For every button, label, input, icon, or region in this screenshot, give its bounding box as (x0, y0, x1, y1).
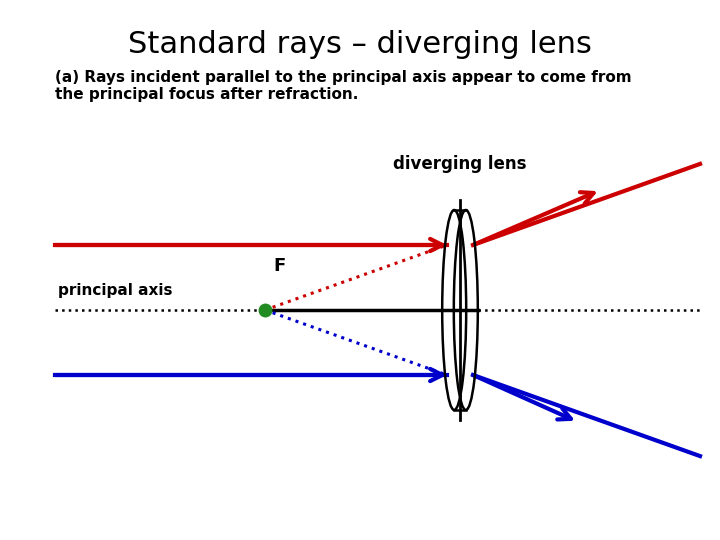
Text: diverging lens: diverging lens (393, 155, 527, 173)
Text: F: F (273, 257, 285, 275)
Text: Standard rays – diverging lens: Standard rays – diverging lens (128, 30, 592, 59)
Text: principal axis: principal axis (58, 283, 173, 298)
Text: (a) Rays incident parallel to the principal axis appear to come from
the princip: (a) Rays incident parallel to the princi… (55, 70, 631, 103)
